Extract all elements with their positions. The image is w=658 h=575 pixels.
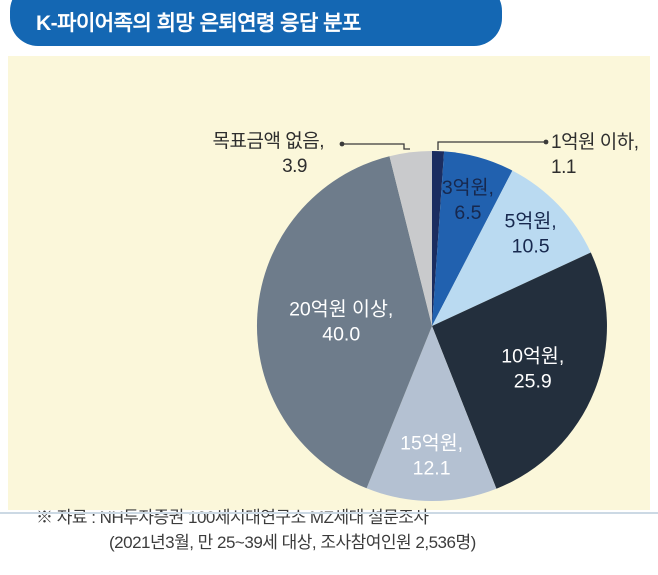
slice-label-2: 5억원, 10.5: [505, 211, 557, 258]
callout-no-goal: 목표금액 없음 3.9: [213, 129, 324, 179]
leader-dot-under-100m: [543, 139, 549, 145]
leader-line-under-100m: [437, 141, 546, 150]
callout-under-100m-value: 1.1: [551, 157, 576, 178]
slice-label-4: 15억원, 12.1: [400, 433, 463, 480]
chart-title: K-파이어족의 희망 은퇴연령 응답 분포: [36, 12, 361, 35]
pie-slice-3: [432, 252, 607, 489]
chart-title-bar: K-파이어족의 희망 은퇴연령 응답 분포: [10, 0, 502, 46]
source-line-1: ※ 자료 : NH투자증권 100세시대연구소 MZ세대 설문조사: [36, 508, 429, 527]
leader-line-no-goal: [342, 143, 410, 150]
bottom-divider: [0, 512, 658, 514]
slice-label-5: 20억원 이상, 40.0: [289, 299, 393, 346]
chart-panel: 3억원, 6.5 5억원, 10.5 10억원, 25.9 15억원, 12.1 20억원 이상…: [8, 56, 650, 552]
pie-slice-4: [366, 326, 497, 501]
callout-under-100m: 1억원 이하 1.1: [551, 130, 639, 180]
slice-label-1: 3억원, 6.5: [442, 177, 494, 224]
leader-dot-no-goal: [339, 141, 345, 147]
pie-slice-1: [432, 151, 513, 326]
callout-no-goal-value: 3.9: [282, 156, 307, 177]
callout-no-goal-label: 목표금액 없음: [213, 129, 324, 154]
pie-slice-0: [432, 150, 445, 326]
slice-label-3: 10억원, 25.9: [501, 345, 564, 392]
source-line-2: (2021년3월, 만 25~39세 대상, 조사참여인원 2,536명): [109, 533, 476, 552]
pie-slice-5: [256, 156, 432, 489]
callout-under-100m-label: 1억원 이하: [551, 130, 639, 155]
pie-chart-svg: 3억원, 6.5 5억원, 10.5 10억원, 25.9 15억원, 12.1 20억원 이상…: [256, 139, 607, 501]
pie-slice-2: [432, 170, 591, 326]
infographic: K-파이어족의 희망 은퇴연령 응답 분포 3억원, 6.5 5억원, 10.5 10억…: [0, 0, 658, 519]
pie-slice-6: [389, 150, 432, 326]
